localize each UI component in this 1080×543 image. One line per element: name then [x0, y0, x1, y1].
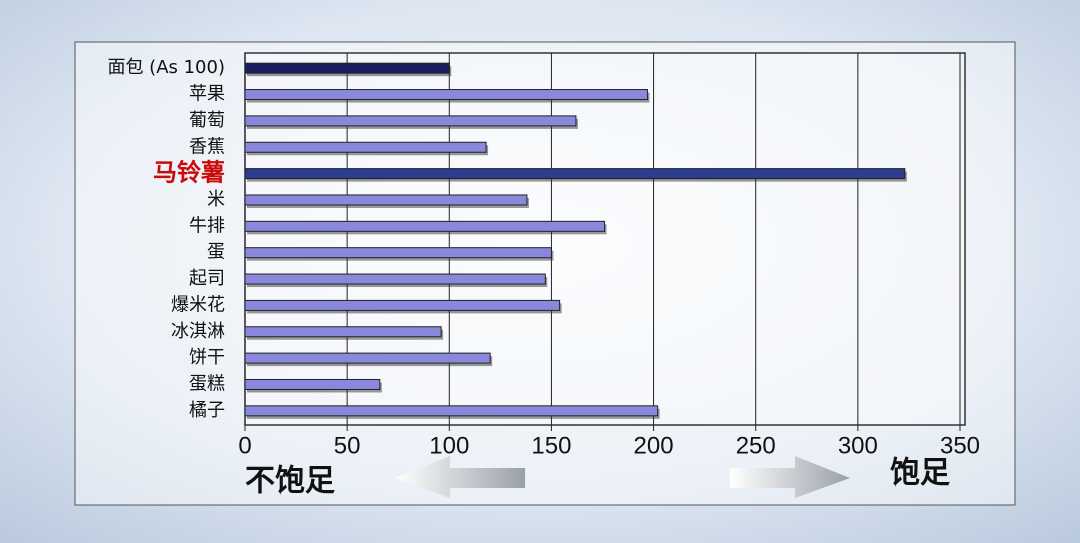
- y-tick-label: 橘子: [189, 400, 225, 421]
- arrow-left: [395, 456, 525, 498]
- bar: [244, 405, 659, 417]
- x-tick-label: 300: [838, 432, 878, 459]
- bar: [244, 247, 552, 259]
- y-tick-label: 蛋糕: [189, 373, 225, 394]
- y-tick-label: 马铃薯: [153, 159, 225, 187]
- bar: [244, 299, 561, 311]
- bar: [244, 168, 906, 180]
- y-tick-label: 饼干: [189, 347, 225, 368]
- bar: [244, 194, 528, 206]
- y-tick-label: 苹果: [189, 84, 225, 105]
- x-tick-label: 100: [429, 432, 469, 459]
- y-tick-label: 起司: [189, 268, 225, 289]
- annotation: 不饱足: [245, 464, 335, 499]
- x-tick-label: 50: [334, 432, 361, 459]
- y-tick-label: 爆米花: [171, 294, 225, 315]
- y-tick-label: 牛排: [189, 215, 225, 236]
- plot-area: [244, 52, 966, 426]
- bar: [244, 115, 577, 127]
- x-tick-label: 0: [238, 432, 251, 459]
- bar: [244, 141, 487, 153]
- bar: [244, 62, 450, 74]
- x-tick-label: 350: [940, 432, 980, 459]
- bar: [244, 326, 442, 338]
- x-tick-label: 150: [531, 432, 571, 459]
- y-tick-label: 面包 (As 100): [107, 57, 225, 78]
- bar: [244, 89, 648, 101]
- x-tick-label: 200: [634, 432, 674, 459]
- y-tick-label: 蛋: [207, 242, 225, 263]
- bar: [244, 273, 546, 285]
- y-tick-label: 香蕉: [189, 136, 225, 157]
- x-tick-label: 250: [736, 432, 776, 459]
- bar: [244, 220, 606, 232]
- bar: [244, 352, 491, 364]
- y-tick-label: 米: [207, 189, 225, 210]
- y-tick-label: 葡萄: [189, 110, 225, 131]
- y-tick-label: 冰淇淋: [171, 321, 225, 342]
- annotation: 饱足: [890, 456, 950, 491]
- arrow-right: [730, 456, 850, 498]
- bar: [244, 378, 381, 390]
